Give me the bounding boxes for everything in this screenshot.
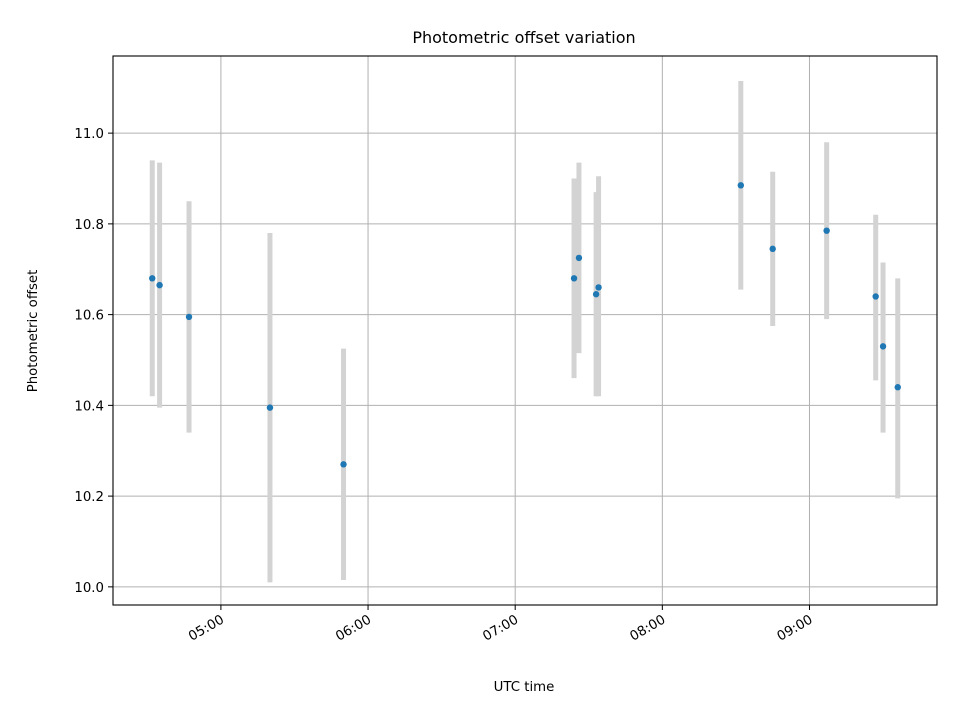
y-tick-label: 10.0 (74, 581, 104, 596)
x-tick-label: 07:00 (480, 612, 521, 644)
data-point (266, 404, 274, 411)
y-tick-label: 10.4 (74, 399, 104, 414)
plot-frame (112, 55, 938, 606)
data-points (149, 182, 901, 468)
data-point (156, 281, 163, 289)
data-point (872, 293, 879, 300)
y-axis-ticks: 10.0 10.2 10.4 10.6 10.8 11.0 (74, 127, 113, 596)
x-tick-label: 06:00 (333, 612, 374, 644)
chart-title: Photometric offset variation (412, 28, 635, 47)
x-tick-label: 08:00 (628, 612, 669, 644)
data-point (737, 182, 745, 189)
data-point (570, 275, 578, 282)
x-tick-label: 09:00 (775, 612, 816, 644)
data-point (592, 291, 600, 298)
data-point (595, 284, 602, 291)
data-point (879, 343, 887, 350)
data-point (340, 461, 347, 468)
data-point (769, 245, 776, 253)
data-point (185, 313, 193, 321)
data-point (894, 384, 901, 391)
data-point (823, 227, 830, 234)
y-axis-label: Photometric offset (26, 270, 41, 393)
y-tick-label: 11.0 (74, 127, 104, 142)
x-tick-label: 05:00 (186, 612, 227, 644)
y-tick-label: 10.6 (74, 309, 104, 324)
y-tick-label: 10.2 (74, 490, 104, 505)
x-axis-ticks: 05:00 06:00 07:00 08:00 09:00 (186, 605, 815, 645)
data-point (575, 254, 583, 262)
grid (113, 56, 937, 605)
data-point (149, 275, 156, 282)
y-tick-label: 10.8 (74, 218, 104, 233)
x-axis-label: UTC time (494, 680, 555, 695)
error-bars (149, 80, 901, 583)
